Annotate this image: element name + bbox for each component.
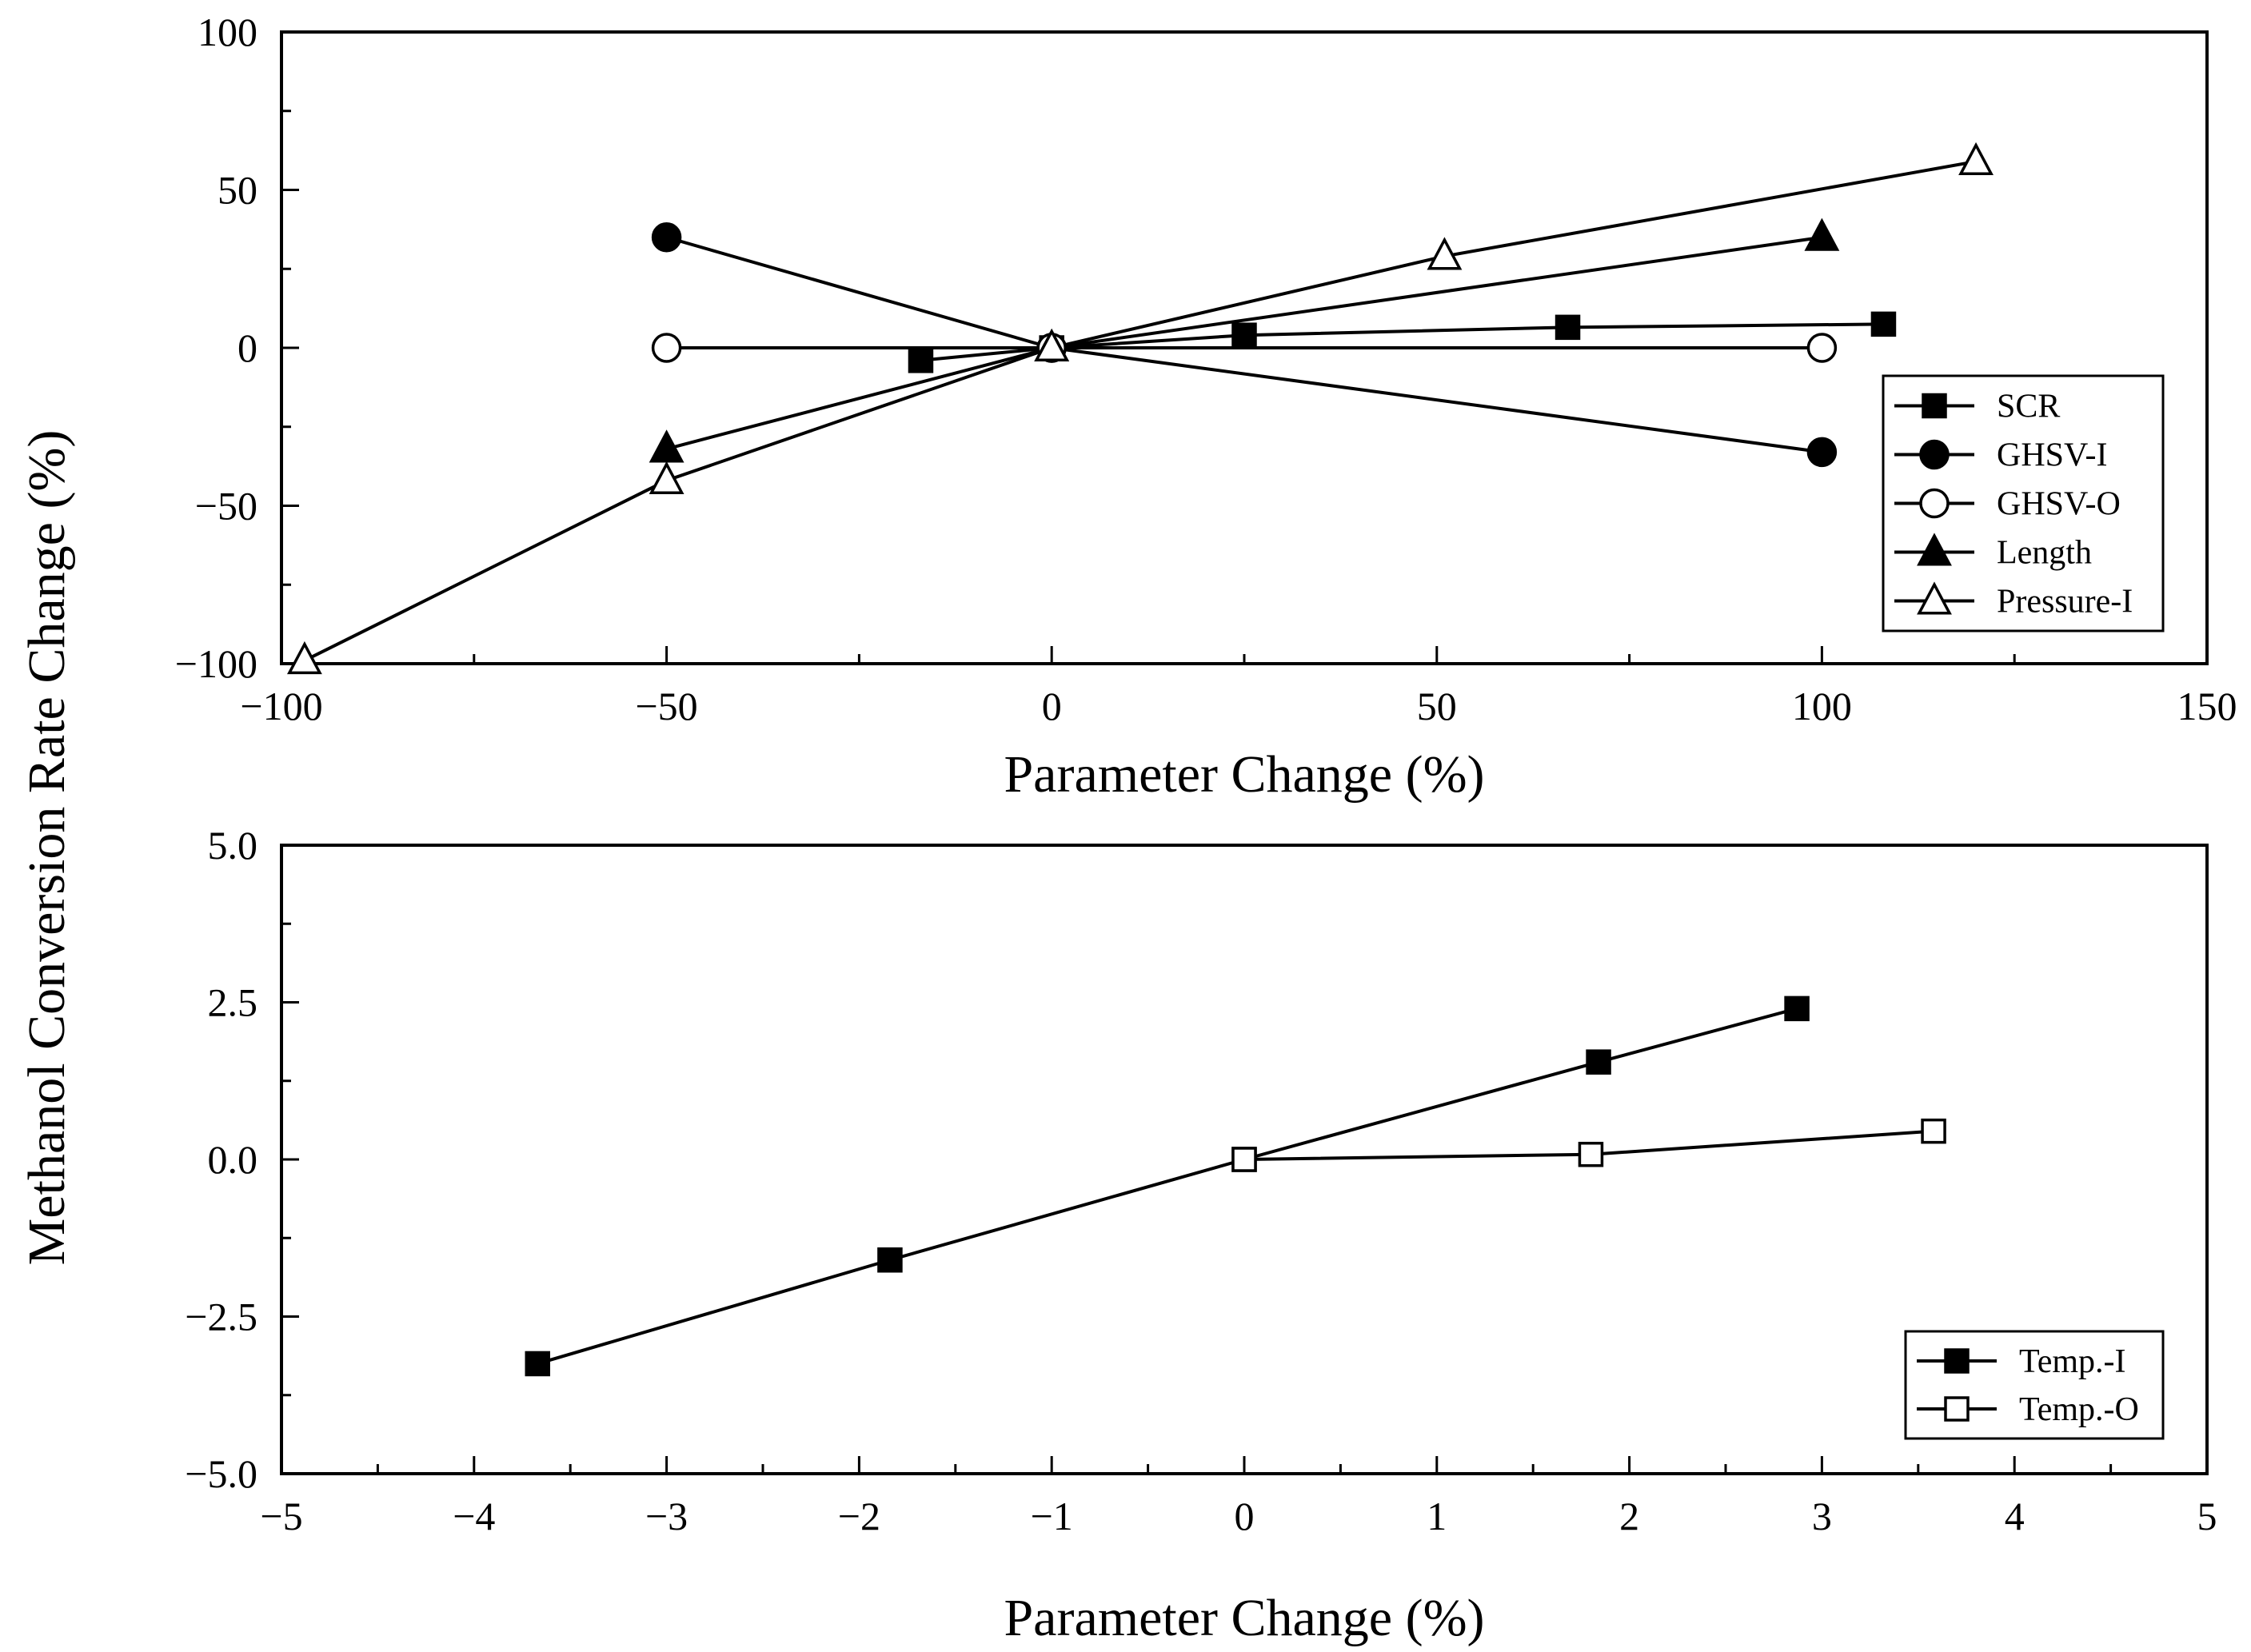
bottom-x-tick-label: −4: [453, 1494, 495, 1538]
top-point-scr: [1870, 311, 1897, 337]
top-x-tick-label: 150: [2177, 684, 2237, 728]
bottom-point-temp-o: [1578, 1141, 1604, 1167]
top-y-tick-label: 100: [198, 10, 257, 54]
top-y-tick-label: −100: [175, 641, 257, 686]
bottom-y-tick-label: 5.0: [208, 823, 258, 868]
bottom-y-tick-label: 0.0: [208, 1137, 258, 1182]
bottom-point-temp-o: [1231, 1147, 1257, 1172]
top-point-scr: [908, 348, 934, 373]
top-point-length: [649, 429, 684, 463]
top-legend-marker-ghsv-i: [1919, 439, 1950, 470]
bottom-point-temp-i: [877, 1247, 903, 1273]
top-point-pressure-i: [1034, 328, 1070, 362]
bottom-y-tick-label: 2.5: [208, 980, 258, 1025]
top-point-ghsv-i: [651, 222, 682, 253]
top-y-tick-label: 50: [218, 168, 257, 213]
top-x-tick-label: 100: [1792, 684, 1852, 728]
top-point-pressure-i: [1427, 237, 1463, 270]
bottom-y-tick-label: −2.5: [185, 1295, 257, 1339]
top-legend-label-pressure-i: Pressure-I: [1997, 584, 2133, 620]
bottom-legend-label-temp-o: Temp.-O: [2019, 1391, 2139, 1428]
top-legend-marker-length: [1917, 533, 1952, 566]
bottom-point-temp-o: [1921, 1118, 1946, 1144]
top-point-ghsv-o: [1806, 333, 1838, 363]
bottom-y-tick-label: −5.0: [185, 1451, 257, 1496]
top-point-ghsv-i: [1806, 437, 1838, 468]
top-point-length: [1804, 217, 1840, 251]
bottom-x-tick-label: −2: [838, 1494, 880, 1538]
top-legend-marker-ghsv-o: [1919, 488, 1950, 519]
top-y-tick-label: 0: [237, 325, 257, 370]
top-legend-label-scr: SCR: [1997, 389, 2060, 425]
top-legend-marker-pressure-i: [1917, 581, 1952, 615]
top-series-line-pressure-i: [304, 159, 1977, 662]
bottom-x-tick-label: 5: [2197, 1494, 2217, 1538]
top-x-tick-label: 0: [1042, 684, 1062, 728]
top-y-tick-label: −50: [195, 484, 257, 529]
bottom-x-tick-label: −1: [1031, 1494, 1073, 1538]
top-legend-label-ghsv-i: GHSV-I: [1997, 437, 2107, 474]
bottom-x-tick-label: 4: [2005, 1494, 2025, 1538]
y-axis-label: Methanol Conversion Rate Change (%): [18, 430, 76, 1266]
bottom-legend-label-temp-i: Temp.-I: [2019, 1343, 2126, 1380]
bottom-x-tick-label: 2: [1619, 1494, 1639, 1538]
bottom-legend-marker-temp-o: [1944, 1396, 1970, 1422]
top-point-ghsv-o: [651, 333, 682, 363]
top-x-tick-label: −50: [635, 684, 697, 728]
bottom-x-tick-label: −5: [260, 1494, 302, 1538]
top-x-axis-label: Parameter Change (%): [1004, 745, 1484, 804]
top-point-scr: [1231, 322, 1257, 348]
bottom-legend: Temp.-I Temp.-O: [1904, 1330, 2165, 1440]
top-x-tick-label: −100: [240, 684, 322, 728]
bottom-x-axis-label: Parameter Change (%): [1004, 1589, 1484, 1647]
top-point-scr: [1555, 314, 1581, 341]
top-legend-marker-scr: [1922, 393, 1947, 419]
chart-bottom: −5 −4 −3 −2 −1 0 1 2 3 4 5 −5.0 −2.5 0.0 2.5 5.0 Paramet…: [185, 823, 2217, 1647]
top-point-pressure-i: [649, 461, 684, 494]
top-legend-label-ghsv-o: GHSV-O: [1997, 486, 2121, 523]
bottom-point-temp-i: [1784, 996, 1810, 1022]
bottom-x-tick-label: 0: [1235, 1494, 1255, 1538]
bottom-x-tick-label: −3: [645, 1494, 688, 1538]
bottom-point-temp-i: [1586, 1049, 1611, 1075]
top-legend-label-length: Length: [1997, 535, 2092, 572]
bottom-point-temp-i: [525, 1351, 551, 1377]
top-point-pressure-i: [1958, 142, 1994, 175]
bottom-legend-marker-temp-i: [1944, 1348, 1970, 1374]
top-point-pressure-i: [286, 640, 322, 675]
bottom-x-tick-label: 1: [1427, 1494, 1447, 1538]
bottom-x-tick-label: 3: [1812, 1494, 1832, 1538]
chart-top: −100 −50 0 50 100 150 −100 −50 0 50 100 Parameter C…: [175, 10, 2237, 804]
top-x-tick-label: 50: [1417, 684, 1457, 728]
top-legend: SCR GHSV-I GHSV-O Length Pressure-I: [1882, 374, 2165, 632]
